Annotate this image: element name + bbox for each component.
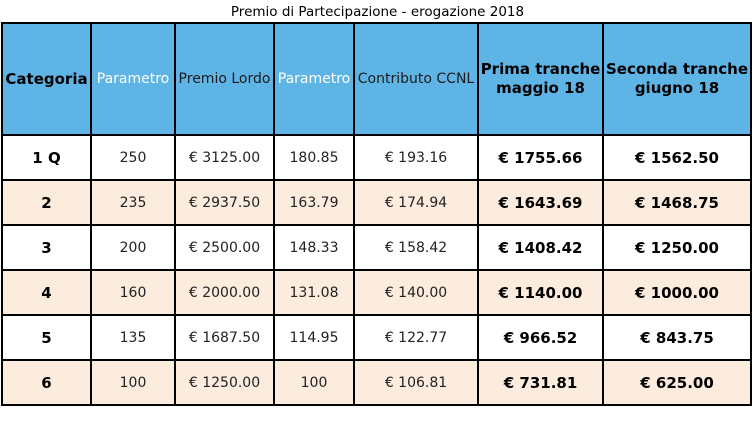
- cell-prima-tranche: € 1140.00: [477, 269, 604, 316]
- cell-prima-tranche: € 1643.69: [477, 179, 604, 226]
- cell-seconda-tranche: € 843.75: [602, 314, 752, 361]
- cell-parametro: 135: [90, 314, 176, 361]
- cell-premio-lordo: € 2937.50: [174, 179, 275, 226]
- header-seconda-tranche: Seconda tranche giugno 18: [602, 22, 752, 136]
- header-parametro-1: Parametro: [90, 22, 176, 136]
- cell-parametro: 250: [90, 134, 176, 181]
- cell-premio-lordo: € 1250.00: [174, 359, 275, 406]
- header-row: Categoria Parametro Premio Lordo Paramet…: [1, 22, 752, 136]
- cell-seconda-tranche: € 625.00: [602, 359, 752, 406]
- cell-contributo-ccnl: € 193.16: [353, 134, 479, 181]
- cell-prima-tranche: € 1755.66: [477, 134, 604, 181]
- cell-parametro: 100: [90, 359, 176, 406]
- header-seconda-tranche-label: Seconda tranche giugno 18: [605, 60, 749, 97]
- cell-premio-lordo: € 1687.50: [174, 314, 275, 361]
- cell-premio-lordo: € 2500.00: [174, 224, 275, 271]
- table-row: 1 Q 250 € 3125.00 180.85 € 193.16 € 1755…: [1, 134, 752, 181]
- cell-seconda-tranche: € 1250.00: [602, 224, 752, 271]
- cell-contributo-ccnl: € 174.94: [353, 179, 479, 226]
- table-title: Premio di Partecipazione - erogazione 20…: [230, 4, 525, 20]
- table-row: 3 200 € 2500.00 148.33 € 158.42 € 1408.4…: [1, 224, 752, 271]
- cell-premio-lordo: € 3125.00: [174, 134, 275, 181]
- cell-parametro-2: 163.79: [273, 179, 355, 226]
- cell-categoria: 2: [1, 179, 92, 226]
- cell-parametro: 235: [90, 179, 176, 226]
- premio-table: Categoria Parametro Premio Lordo Paramet…: [1, 22, 752, 406]
- header-categoria: Categoria: [1, 22, 92, 136]
- cell-categoria: 1 Q: [1, 134, 92, 181]
- cell-parametro: 200: [90, 224, 176, 271]
- cell-categoria: 6: [1, 359, 92, 406]
- cell-seconda-tranche: € 1468.75: [602, 179, 752, 226]
- cell-contributo-ccnl: € 158.42: [353, 224, 479, 271]
- header-premio-lordo: Premio Lordo: [174, 22, 275, 136]
- cell-parametro-2: 100: [273, 359, 355, 406]
- cell-parametro: 160: [90, 269, 176, 316]
- cell-prima-tranche: € 966.52: [477, 314, 604, 361]
- header-parametro-2: Parametro: [273, 22, 355, 136]
- table-row: 2 235 € 2937.50 163.79 € 174.94 € 1643.6…: [1, 179, 752, 226]
- cell-seconda-tranche: € 1000.00: [602, 269, 752, 316]
- cell-seconda-tranche: € 1562.50: [602, 134, 752, 181]
- cell-contributo-ccnl: € 106.81: [353, 359, 479, 406]
- cell-contributo-ccnl: € 140.00: [353, 269, 479, 316]
- cell-premio-lordo: € 2000.00: [174, 269, 275, 316]
- table-row: 6 100 € 1250.00 100 € 106.81 € 731.81 € …: [1, 359, 752, 406]
- cell-contributo-ccnl: € 122.77: [353, 314, 479, 361]
- header-prima-tranche: Prima tranche maggio 18: [477, 22, 604, 136]
- cell-prima-tranche: € 1408.42: [477, 224, 604, 271]
- header-prima-tranche-label: Prima tranche maggio 18: [480, 60, 601, 97]
- header-contributo-ccnl: Contributo CCNL: [353, 22, 479, 136]
- cell-prima-tranche: € 731.81: [477, 359, 604, 406]
- cell-categoria: 5: [1, 314, 92, 361]
- table-row: 5 135 € 1687.50 114.95 € 122.77 € 966.52…: [1, 314, 752, 361]
- cell-parametro-2: 131.08: [273, 269, 355, 316]
- table-row: 4 160 € 2000.00 131.08 € 140.00 € 1140.0…: [1, 269, 752, 316]
- cell-categoria: 3: [1, 224, 92, 271]
- cell-categoria: 4: [1, 269, 92, 316]
- cell-parametro-2: 148.33: [273, 224, 355, 271]
- cell-parametro-2: 114.95: [273, 314, 355, 361]
- cell-parametro-2: 180.85: [273, 134, 355, 181]
